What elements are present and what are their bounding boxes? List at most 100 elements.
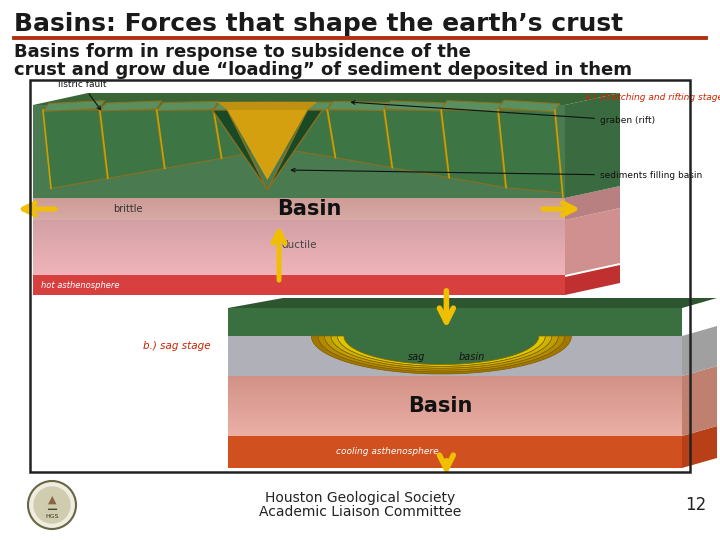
Bar — [33, 203, 565, 204]
Bar — [33, 257, 565, 258]
Bar — [228, 434, 682, 435]
Polygon shape — [384, 110, 449, 178]
Bar — [33, 204, 565, 205]
Bar — [33, 244, 565, 245]
Bar — [33, 213, 565, 214]
Bar — [33, 238, 565, 239]
Polygon shape — [565, 208, 620, 275]
Bar — [228, 424, 682, 425]
Text: ━━: ━━ — [47, 505, 57, 515]
Bar — [33, 208, 565, 209]
Bar — [33, 216, 565, 217]
Polygon shape — [682, 326, 717, 376]
Bar — [33, 212, 565, 213]
Bar — [228, 382, 682, 383]
Bar — [228, 387, 682, 388]
Bar — [228, 398, 682, 399]
Bar — [33, 248, 565, 249]
Polygon shape — [498, 110, 562, 193]
Bar — [33, 273, 565, 274]
Bar — [228, 400, 682, 401]
Bar — [33, 202, 565, 203]
Polygon shape — [682, 366, 717, 436]
Bar — [228, 433, 682, 434]
Bar — [228, 348, 682, 349]
Bar — [228, 422, 682, 423]
Bar — [228, 337, 682, 338]
Bar — [33, 253, 565, 254]
Bar — [228, 389, 682, 390]
Bar — [33, 215, 565, 216]
Bar — [228, 397, 682, 398]
Bar — [33, 271, 565, 272]
Bar — [33, 240, 565, 241]
Bar — [33, 245, 565, 246]
Bar — [228, 358, 682, 359]
Text: hot asthenosphere: hot asthenosphere — [41, 280, 120, 289]
Bar — [33, 226, 565, 227]
Bar — [228, 430, 682, 431]
Text: listric fault: listric fault — [58, 80, 107, 110]
Text: graben (rift): graben (rift) — [351, 100, 655, 125]
Bar — [228, 339, 682, 340]
Text: ▲: ▲ — [48, 495, 56, 505]
Text: Basin: Basin — [408, 396, 472, 416]
Bar — [228, 388, 682, 389]
Polygon shape — [565, 93, 620, 198]
Polygon shape — [271, 110, 335, 158]
Bar — [228, 364, 682, 365]
Bar — [228, 435, 682, 436]
Bar — [228, 349, 682, 350]
Bar — [228, 392, 682, 393]
Bar — [33, 231, 565, 232]
Bar — [228, 370, 682, 371]
Polygon shape — [311, 336, 572, 374]
Bar — [228, 378, 682, 379]
Polygon shape — [498, 100, 560, 112]
Bar — [228, 372, 682, 373]
Bar — [228, 402, 682, 403]
Bar — [228, 373, 682, 374]
Bar — [33, 263, 565, 264]
Bar — [228, 405, 682, 406]
Bar — [33, 218, 565, 219]
Bar — [228, 394, 682, 395]
Bar — [33, 233, 565, 234]
Bar — [33, 227, 565, 228]
Bar — [33, 217, 565, 218]
Bar — [228, 376, 682, 377]
Bar — [228, 436, 682, 468]
Bar — [33, 262, 565, 263]
Polygon shape — [217, 102, 318, 110]
Bar — [228, 351, 682, 352]
Bar — [228, 363, 682, 364]
Bar — [228, 408, 682, 409]
Bar — [33, 261, 565, 262]
Bar — [33, 230, 565, 231]
Bar — [228, 381, 682, 382]
Bar — [228, 366, 682, 367]
Bar — [33, 224, 565, 225]
Bar — [228, 379, 682, 380]
Bar — [30, 80, 690, 472]
Bar — [33, 210, 565, 211]
Bar — [228, 418, 682, 419]
Bar — [228, 345, 682, 346]
Bar — [33, 247, 565, 248]
Bar — [228, 406, 682, 407]
Text: crust and grow due “loading” of sediment deposited in them: crust and grow due “loading” of sediment… — [14, 61, 632, 79]
Bar — [228, 369, 682, 370]
Text: Houston Geological Society: Houston Geological Society — [265, 491, 455, 505]
Bar — [33, 243, 565, 244]
Bar — [30, 80, 690, 472]
Bar — [33, 205, 565, 206]
Polygon shape — [214, 110, 277, 158]
Polygon shape — [271, 102, 333, 110]
Bar — [228, 375, 682, 376]
Bar — [33, 198, 565, 199]
Bar — [228, 357, 682, 358]
Bar — [228, 425, 682, 426]
Bar — [33, 221, 565, 222]
Bar — [33, 105, 565, 198]
Text: 12: 12 — [685, 496, 706, 514]
